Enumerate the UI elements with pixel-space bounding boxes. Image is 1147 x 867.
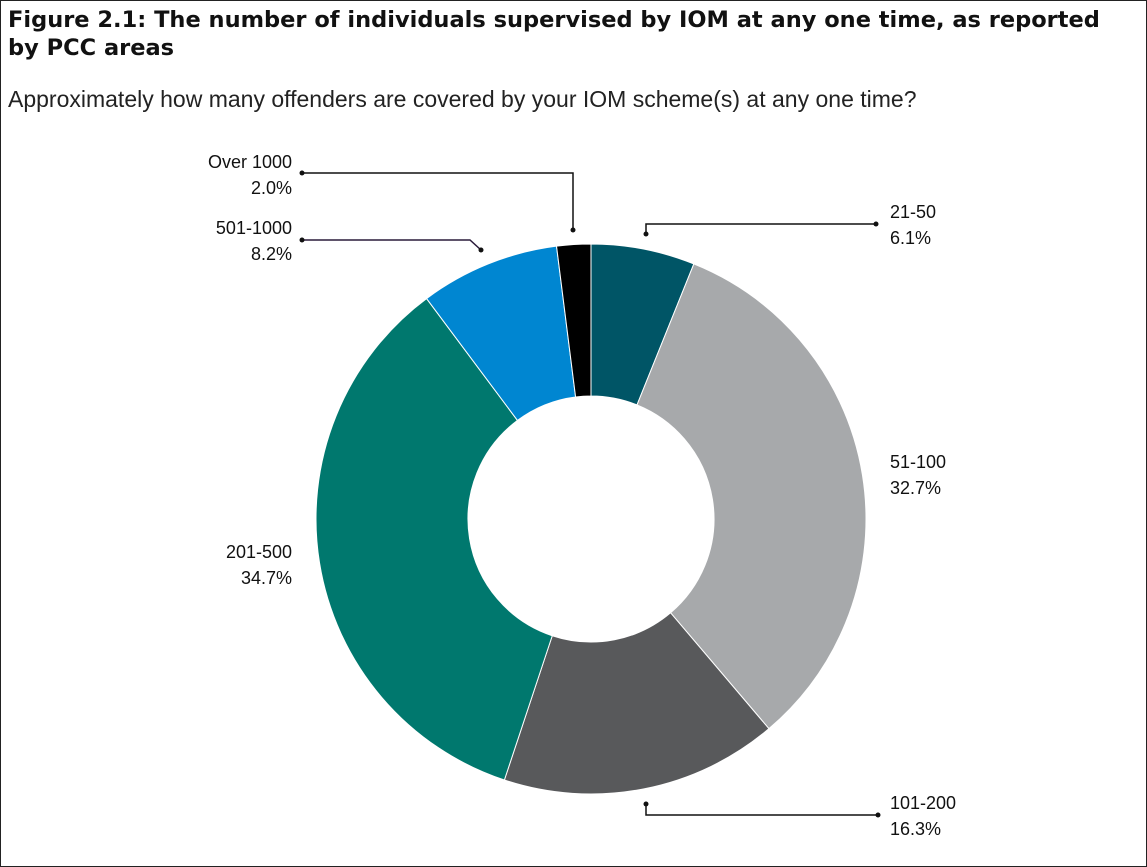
- category-label-21-50: 21-50: [890, 202, 936, 222]
- slice-201-500: [315, 297, 553, 781]
- category-label-201-500: 201-500: [226, 542, 292, 562]
- chart-title: Figure 2.1: The number of individuals su…: [8, 7, 1100, 61]
- category-label-501-1000: 501-1000: [216, 218, 292, 238]
- leader-line-21-50: [645, 223, 876, 234]
- data-label-21-50: 6.1%: [890, 228, 931, 248]
- leader-line-501-1000: [302, 239, 482, 251]
- data-label-501-1000: 8.2%: [251, 244, 292, 264]
- leader-line-101-200: [645, 804, 878, 816]
- data-label-51-100: 32.7%: [890, 478, 941, 498]
- category-label-51-100: 51-100: [890, 452, 946, 472]
- data-label-over-1000: 2.0%: [251, 178, 292, 198]
- slice-101-200: [503, 612, 770, 795]
- data-label-201-500: 34.7%: [241, 568, 292, 588]
- data-label-101-200: 16.3%: [890, 819, 941, 839]
- category-label-over-1000: Over 1000: [208, 152, 292, 172]
- slice-over-1000: [555, 243, 592, 398]
- leader-line-over-1000: [302, 172, 574, 230]
- chart-subtitle: Approximately how many offenders are cov…: [8, 86, 917, 112]
- slice-51-100: [636, 263, 867, 730]
- category-label-101-200: 101-200: [890, 793, 956, 813]
